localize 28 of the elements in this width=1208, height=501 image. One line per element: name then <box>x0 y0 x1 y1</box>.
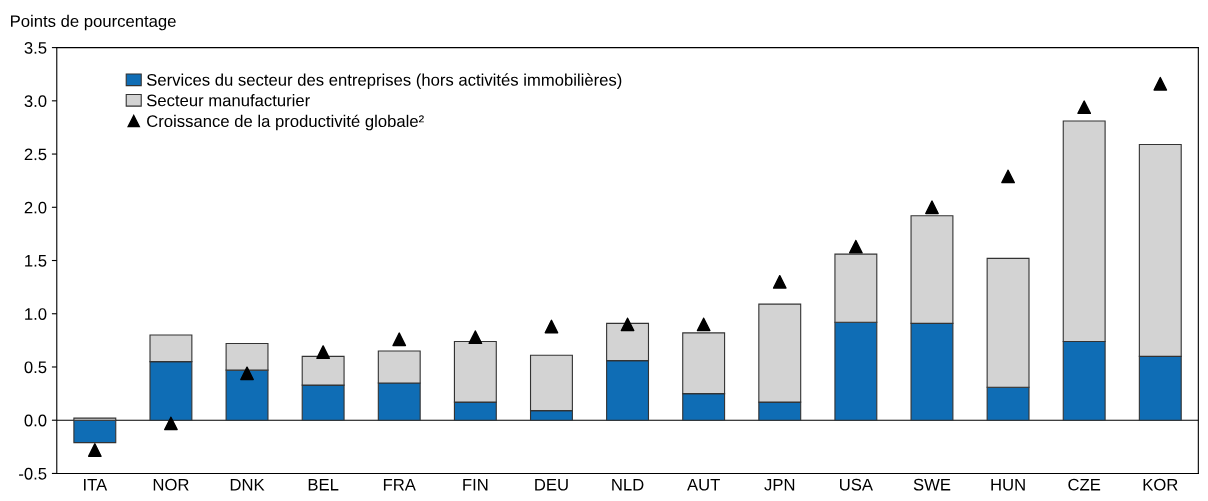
y-tick-label: 1.5 <box>25 255 47 267</box>
x-tick-label: JPN <box>764 478 795 491</box>
legend-label: Services du secteur des entreprises (hors activités immobilières) <box>146 73 622 90</box>
y-tick-label: 2.0 <box>24 201 47 214</box>
legend-label: Croissance de la productivité globale² <box>147 114 424 131</box>
x-tick-label: BEL <box>308 478 339 491</box>
x-tick-label: USA <box>840 478 873 491</box>
y-tick-label: 1.0 <box>25 308 47 320</box>
y-tick-label: 2.5 <box>24 148 47 161</box>
x-tick-label: HUN <box>991 478 1025 491</box>
y-axis-title: Points de pourcentage <box>11 14 176 31</box>
x-tick-label: AUT <box>687 478 720 491</box>
x-tick-label: DNK <box>230 478 265 491</box>
x-tick-label: ITA <box>84 478 108 491</box>
x-tick-label: DEU <box>535 478 568 491</box>
y-tick-label: -0.5 <box>19 467 47 480</box>
x-tick-label: NOR <box>153 478 189 491</box>
legend-label: Secteur manufacturier <box>146 94 310 107</box>
x-tick-label: FRA <box>383 478 416 491</box>
x-tick-label: FIN <box>463 478 488 491</box>
y-tick-label: 3.0 <box>24 95 47 108</box>
x-tick-label: CZE <box>1068 478 1101 491</box>
y-tick-label: 3.5 <box>24 42 47 54</box>
x-tick-label: SWE <box>913 478 951 491</box>
y-tick-label: 0.5 <box>24 361 47 374</box>
x-tick-label: KOR <box>1143 478 1178 491</box>
x-tick-label: NLD <box>612 478 644 491</box>
y-tick-label: 0.0 <box>24 414 47 427</box>
